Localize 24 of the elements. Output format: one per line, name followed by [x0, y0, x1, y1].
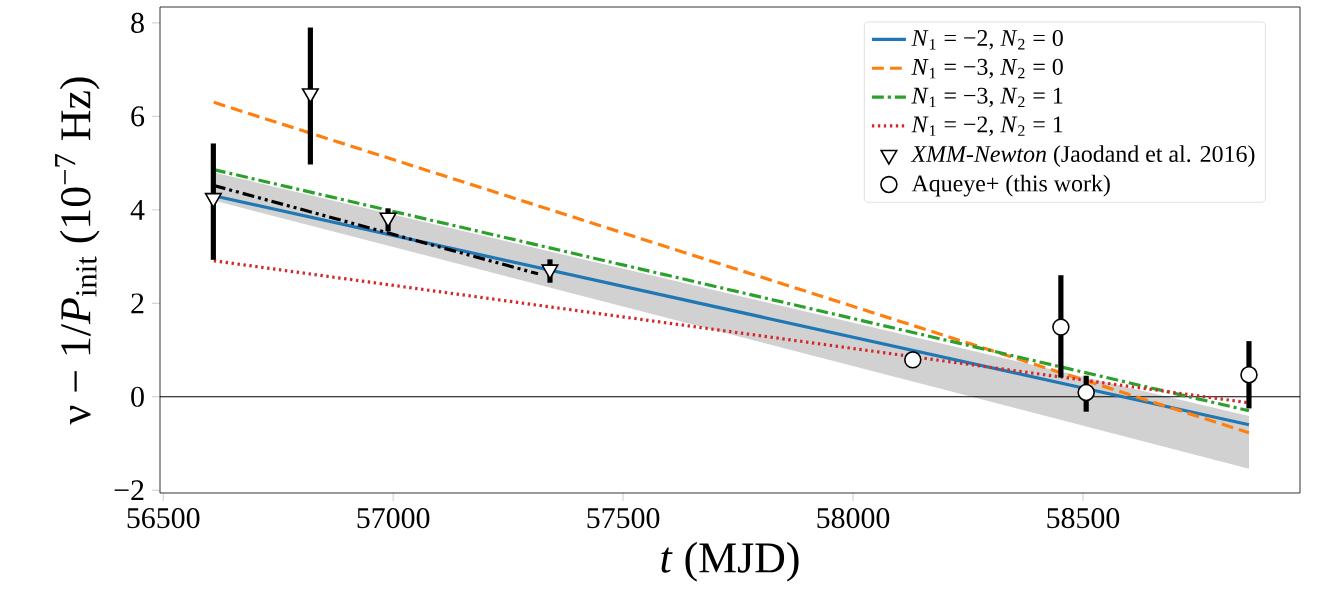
point: [904, 351, 922, 369]
x-tick-label: 58500: [1047, 508, 1120, 529]
legend-label: N$_{1}$ = −2, N$_{2}$ = 1: [911, 116, 1063, 136]
legend-label: N$_{1}$ = −3, N$_{2}$ = 1: [911, 87, 1063, 108]
y-axis-title: ν − 1/P$_{init}$ (10$^{−7}$ Hz): [55, 77, 100, 425]
legend-label: XMM-Newton (Jaodand et al. 2016): [910, 145, 1255, 167]
legend-label: N$_{1}$ = −2, N$_{2}$ = 0: [911, 29, 1063, 50]
legend-label: N$_{1}$ = −3, N$_{2}$ = 0: [911, 58, 1063, 79]
point: [1240, 366, 1258, 384]
y-tick-label: 4: [130, 199, 145, 220]
x-tick-label: 57500: [587, 508, 660, 529]
x-tick-label: 58000: [817, 508, 890, 529]
point: [1077, 383, 1095, 402]
x-tick-label: 56500: [127, 508, 200, 529]
point: [1052, 318, 1070, 336]
legend-label: Aqueye+ (this work): [911, 174, 1110, 197]
y-tick-label: −2: [114, 480, 144, 501]
x-tick-label: 57000: [357, 508, 430, 529]
y-tick-label: 6: [131, 106, 145, 127]
x-axis-title: t (MJD): [661, 541, 799, 582]
y-tick-label: 2: [131, 293, 144, 314]
y-tick-label: 8: [131, 12, 144, 33]
point: [204, 192, 222, 208]
y-tick-label: 0: [131, 386, 144, 407]
